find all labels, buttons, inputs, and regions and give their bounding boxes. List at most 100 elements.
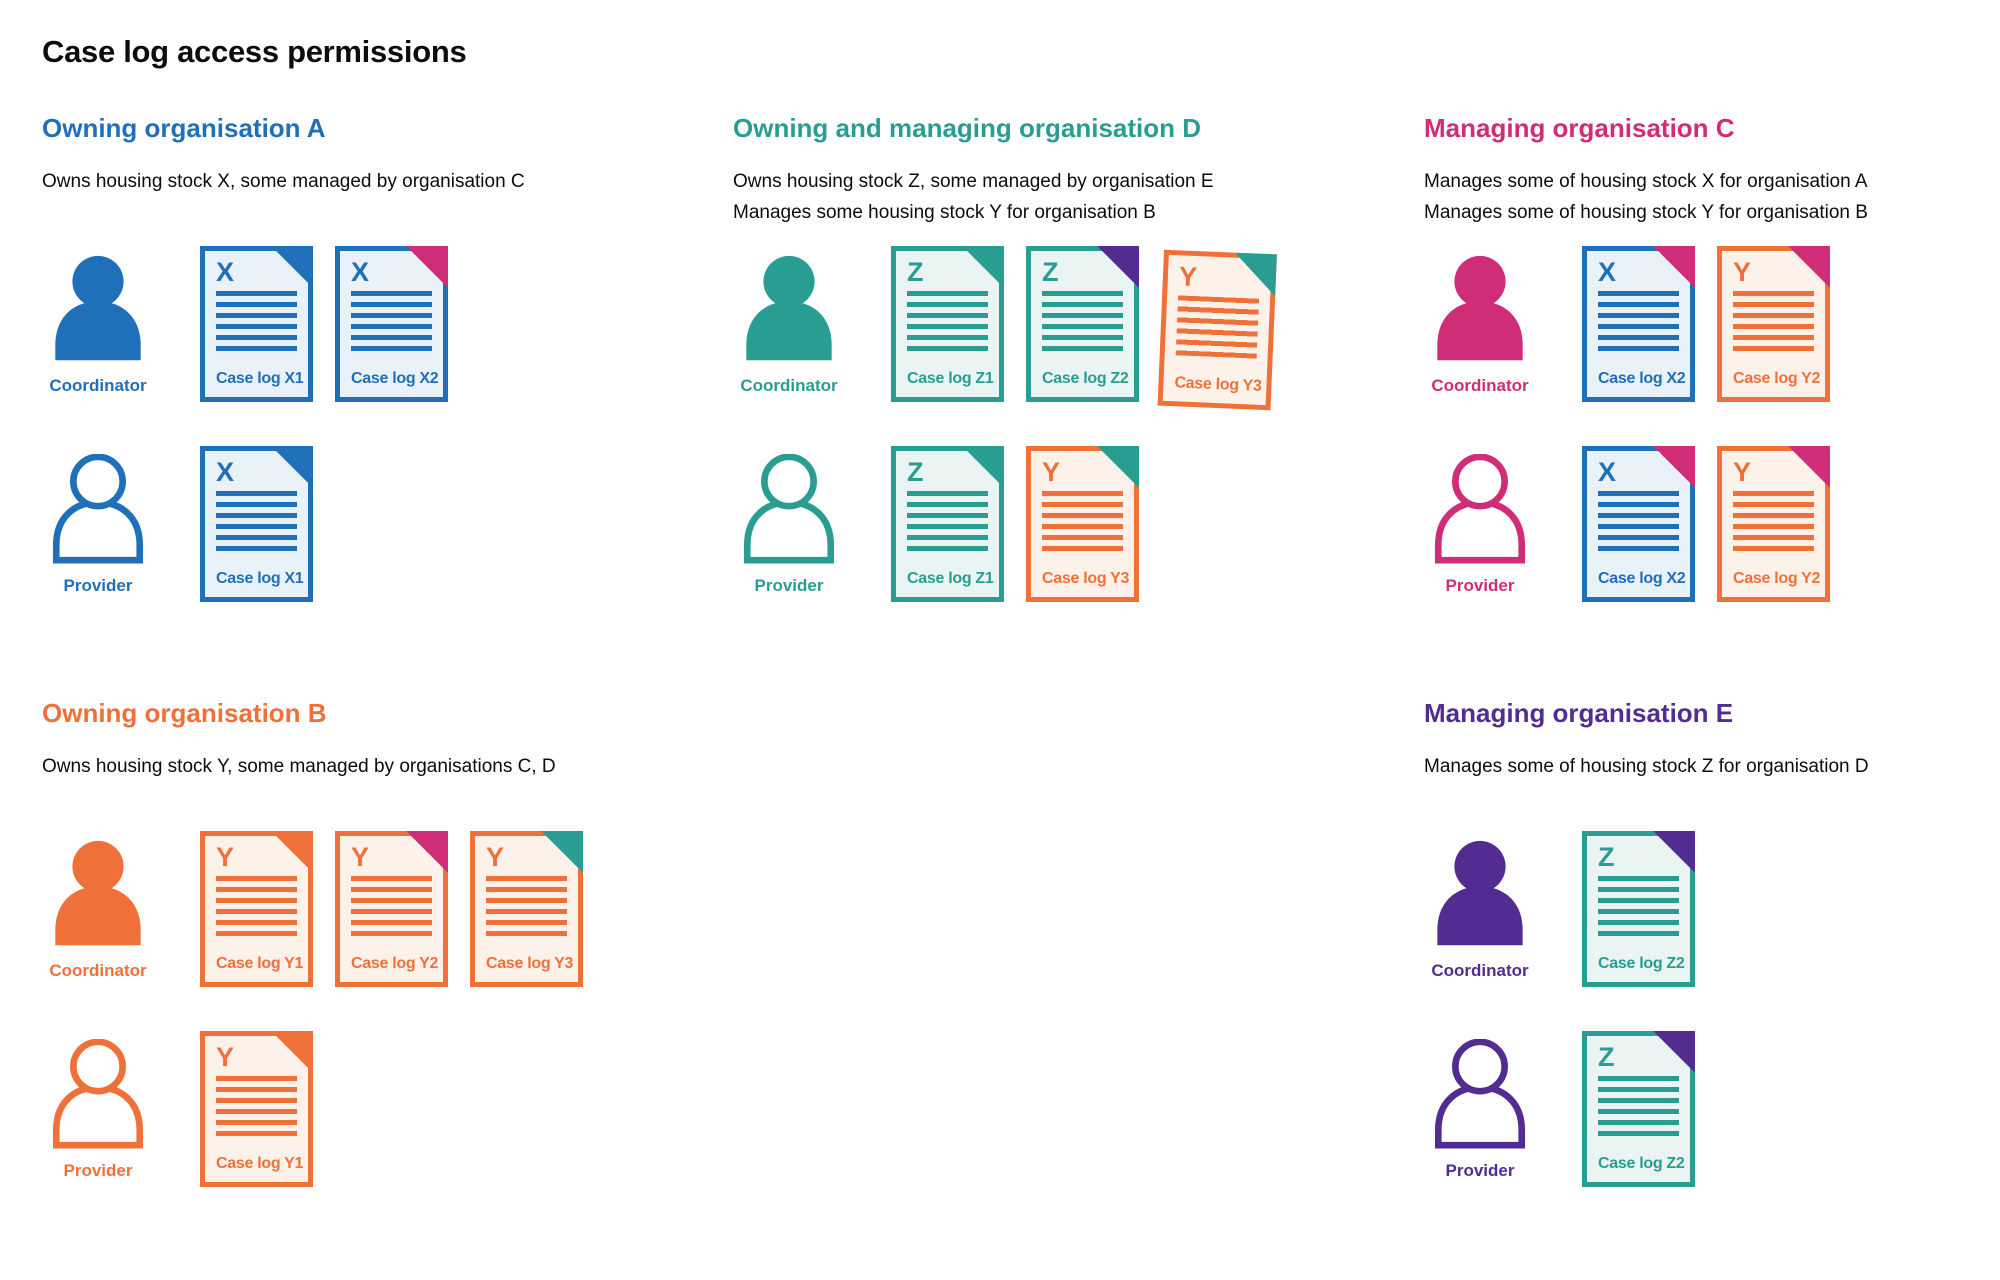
document-text-lines [1042, 490, 1123, 551]
case-log-doc: Y Case log Y3 [1157, 249, 1277, 411]
case-log-label: Case log Y1 [216, 1154, 304, 1172]
doc-group: X Case log X1 [200, 445, 313, 602]
case-log-label: Case log Z2 [1042, 369, 1129, 387]
coordinator-row: Coordinator Y Case log Y1 Y Case log Y2 [42, 830, 703, 987]
section-description: Manages some of housing stock Z for orga… [1424, 751, 1928, 815]
stock-letter: X [1598, 256, 1617, 287]
case-log-label: Case log X2 [1598, 369, 1686, 387]
case-log-label: Case log Z1 [907, 569, 994, 587]
coordinator-row: Coordinator X Case log X1 X Case log X2 [42, 245, 703, 402]
stock-letter: Y [1733, 256, 1752, 287]
description-line: Owns housing stock Y, some managed by or… [42, 755, 556, 777]
description-line: Manages some of housing stock Z for orga… [1424, 755, 1869, 777]
section-title: Owning organisation A [42, 113, 326, 143]
section-description: Owns housing stock Y, some managed by or… [42, 751, 703, 815]
coordinator-row: Coordinator X Case log X2 Y Case log Y2 [1424, 245, 1928, 402]
case-log-label: Case log Y3 [486, 954, 574, 972]
case-log-doc: X Case log X1 [200, 445, 313, 602]
case-log-label: Case log Z2 [1598, 954, 1685, 972]
doc-group: X Case log X2 Y Case log Y2 [1582, 245, 1830, 402]
doc-group: Z Case log Z2 [1582, 830, 1695, 987]
doc-group: Z Case log Z1 Y Case log Y3 [891, 445, 1139, 602]
role-label: Provider [63, 575, 133, 595]
doc-group: Z Case log Z1 Z Case log Z2 Y C [891, 245, 1277, 411]
role-label: Provider [1445, 575, 1515, 595]
role-label: Coordinator [1431, 960, 1529, 980]
stock-letter: X [216, 256, 235, 287]
document-text-lines [907, 290, 988, 351]
case-log-doc: X Case log X1 [200, 245, 313, 402]
coordinator-icon [739, 254, 839, 364]
case-log-label: Case log X1 [216, 569, 304, 587]
stock-letter: X [1598, 456, 1617, 487]
coordinator-icon [1430, 839, 1530, 949]
stock-letter: Z [907, 256, 924, 287]
case-log-permissions-diagram: Case log access permissions Owning organ… [42, 34, 1958, 1187]
provider-icon [739, 454, 839, 564]
provider-figure: Provider [733, 446, 845, 596]
document-text-lines [907, 490, 988, 551]
stock-letter: Z [1598, 841, 1615, 872]
role-label: Coordinator [740, 375, 838, 395]
case-log-label: Case log X2 [351, 369, 439, 387]
section-owning-organisation-a: Owning organisation A Owns housing stock… [42, 113, 733, 699]
provider-figure: Provider [42, 1031, 154, 1181]
case-log-doc: Y Case log Y2 [1717, 445, 1830, 602]
case-log-doc: Z Case log Z2 [1582, 1030, 1695, 1187]
coordinator-figure: Coordinator [1424, 246, 1536, 396]
case-log-label: Case log Z1 [907, 369, 994, 387]
case-log-label: Case log X2 [1598, 569, 1686, 587]
document-text-lines [1598, 490, 1679, 551]
section-title: Owning and managing organisation D [733, 113, 1202, 143]
document-text-lines [1598, 1075, 1679, 1136]
section-description: Manages some of housing stock X for orga… [1424, 166, 1928, 230]
case-log-doc: Y Case log Y2 [335, 830, 448, 987]
role-label: Coordinator [49, 375, 147, 395]
case-log-doc: X Case log X2 [1582, 245, 1695, 402]
case-log-label: Case log Y1 [216, 954, 304, 972]
doc-group: Y Case log Y1 Y Case log Y2 Y C [200, 830, 583, 987]
stock-letter: Y [216, 1041, 235, 1072]
case-log-doc: Z Case log Z2 [1582, 830, 1695, 987]
case-log-label: Case log Z2 [1598, 1154, 1685, 1172]
provider-figure: Provider [1424, 446, 1536, 596]
document-text-lines [216, 290, 297, 351]
document-text-lines [1175, 295, 1260, 359]
coordinator-icon [48, 254, 148, 364]
provider-row: Provider Z Case log Z2 [1424, 1030, 1928, 1187]
section-title: Managing organisation C [1424, 113, 1735, 143]
provider-icon [48, 1039, 148, 1149]
section-managing-organisation-e: Managing organisation E Manages some of … [1424, 698, 1958, 1187]
case-log-doc: Y Case log Y1 [200, 1030, 313, 1187]
role-label: Provider [1445, 1160, 1515, 1180]
case-log-label: Case log Y2 [351, 954, 439, 972]
stock-letter: Y [486, 841, 505, 872]
case-log-label: Case log Y3 [1042, 569, 1130, 587]
case-log-doc: Z Case log Z1 [891, 245, 1004, 402]
doc-group: X Case log X1 X Case log X2 [200, 245, 448, 402]
section-managing-organisation-c: Managing organisation C Manages some of … [1424, 113, 1958, 699]
section-description: Owns housing stock X, some managed by or… [42, 166, 703, 230]
sections-grid: Owning organisation A Owns housing stock… [42, 113, 1958, 1187]
case-log-doc: Y Case log Y2 [1717, 245, 1830, 402]
provider-icon [48, 454, 148, 564]
stock-letter: X [351, 256, 370, 287]
case-log-doc: Y Case log Y3 [1026, 445, 1139, 602]
role-label: Provider [754, 575, 824, 595]
case-log-label: Case log Y3 [1174, 374, 1262, 395]
coordinator-figure: Coordinator [42, 246, 154, 396]
stock-letter: Y [1733, 456, 1752, 487]
section-description: Owns housing stock Z, some managed by or… [733, 166, 1394, 230]
document-text-lines [1733, 490, 1814, 551]
stock-letter: Z [1042, 256, 1059, 287]
coordinator-figure: Coordinator [733, 246, 845, 396]
document-text-lines [216, 1075, 297, 1136]
document-text-lines [486, 875, 567, 936]
coordinator-icon [48, 839, 148, 949]
document-text-lines [1042, 290, 1123, 351]
coordinator-row: Coordinator Z Case log Z2 [1424, 830, 1928, 987]
document-text-lines [351, 290, 432, 351]
case-log-doc: Z Case log Z2 [1026, 245, 1139, 402]
stock-letter: Z [907, 456, 924, 487]
document-text-lines [216, 490, 297, 551]
